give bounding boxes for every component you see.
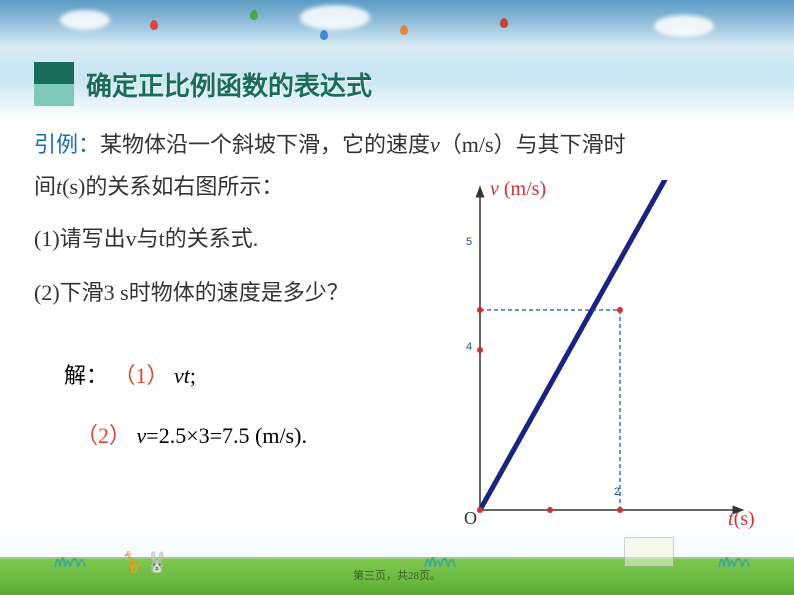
intro-text: 引例：某物体沿一个斜坡下滑，它的速度v（m/s）与其下滑时 bbox=[34, 124, 754, 166]
section-header: 确定正比例函数的表达式 bbox=[34, 62, 372, 106]
y-tick-5: 5 bbox=[466, 236, 472, 248]
chart-svg bbox=[430, 180, 760, 540]
y-tick-4: 4 bbox=[466, 341, 472, 353]
question-2: (2)下滑3 s时物体的速度是多少？ bbox=[34, 272, 349, 314]
grass-tuft-icon bbox=[420, 547, 460, 567]
grass-tuft-icon bbox=[714, 547, 754, 567]
origin-label: O bbox=[464, 508, 477, 529]
balloon-icon bbox=[250, 10, 258, 20]
question-1: (1)请写出v与t的关系式. bbox=[34, 218, 258, 260]
solution-label: 解： bbox=[64, 363, 108, 388]
intro-label: 引例： bbox=[34, 132, 100, 157]
cloud bbox=[300, 5, 370, 30]
balloon-icon bbox=[150, 20, 158, 30]
page-number: 第三页，共28页。 bbox=[353, 567, 441, 583]
solution-line2: （2） v=2.5×3=7.5 (m/s). bbox=[76, 418, 307, 450]
decor-animals: 🦒🐰 bbox=[120, 550, 170, 575]
balloon-icon bbox=[320, 30, 328, 40]
x-tick-2: 2 bbox=[614, 486, 620, 498]
velocity-chart: v (m/s) 5 4 2 O t(s) bbox=[430, 180, 760, 540]
decor-sign bbox=[624, 537, 674, 567]
x-axis-label: t(s) bbox=[728, 508, 755, 531]
solution-line1: 解： （1） vt; bbox=[64, 358, 196, 390]
intro-line2: 间t(s)的关系如右图所示： bbox=[34, 166, 283, 208]
header-block-icon bbox=[34, 62, 74, 106]
y-axis-label: v (m/s) bbox=[490, 178, 546, 201]
grass-tuft-icon bbox=[50, 547, 90, 567]
section-title: 确定正比例函数的表达式 bbox=[86, 66, 372, 103]
balloon-icon bbox=[500, 18, 508, 28]
cloud bbox=[654, 15, 714, 37]
balloon-icon bbox=[400, 25, 408, 35]
cloud bbox=[60, 10, 110, 30]
